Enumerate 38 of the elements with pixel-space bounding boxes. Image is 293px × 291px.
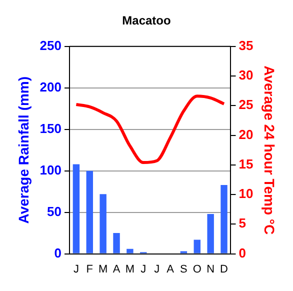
- y-tick-label: 50: [47, 204, 62, 219]
- x-tick-label: A: [166, 263, 175, 276]
- y-tick-label: 100: [40, 162, 62, 178]
- bar: [194, 240, 201, 254]
- y-tick-label: 250: [40, 38, 62, 53]
- line-series: [74, 94, 226, 164]
- x-tick-label: J: [154, 263, 160, 276]
- y2-tick-label: 15: [238, 156, 254, 172]
- y2-tick-label: 25: [238, 97, 254, 112]
- x-tick-label: A: [112, 263, 121, 276]
- x-tick-label: F: [86, 263, 94, 276]
- bar: [207, 214, 214, 254]
- x-tick-label: M: [98, 263, 108, 276]
- y-tick-label: 200: [40, 79, 62, 94]
- x-tick-label: D: [220, 263, 228, 276]
- bar: [126, 248, 134, 254]
- bar: [113, 233, 120, 254]
- bar: [72, 164, 80, 254]
- y2-tick-label: 20: [238, 126, 254, 142]
- bar: [100, 194, 106, 254]
- x-tick-label: J: [73, 263, 79, 276]
- y-tick-label: 150: [40, 120, 62, 136]
- y2-tick-label: 30: [238, 68, 254, 83]
- x-tick-label: S: [180, 263, 188, 276]
- y2-tick-label: 10: [238, 186, 254, 202]
- x-tick-label: N: [206, 263, 215, 276]
- x-tick-label: M: [125, 263, 135, 276]
- x-tick-label: O: [192, 263, 202, 276]
- y-axis-title: Average Rainfall (mm): [15, 76, 32, 224]
- x-tick-label: J: [140, 263, 146, 276]
- y2-axis-title: Average 24 hour Temp °C: [262, 66, 278, 235]
- chart-title: Macatoo: [122, 14, 171, 28]
- y-tick-label: 0: [54, 245, 62, 260]
- bar: [220, 184, 228, 254]
- y2-tick-label: 35: [238, 38, 254, 53]
- bar: [86, 170, 94, 254]
- y2-tick-label: 0: [238, 245, 246, 260]
- y2-tick-label: 5: [238, 216, 246, 231]
